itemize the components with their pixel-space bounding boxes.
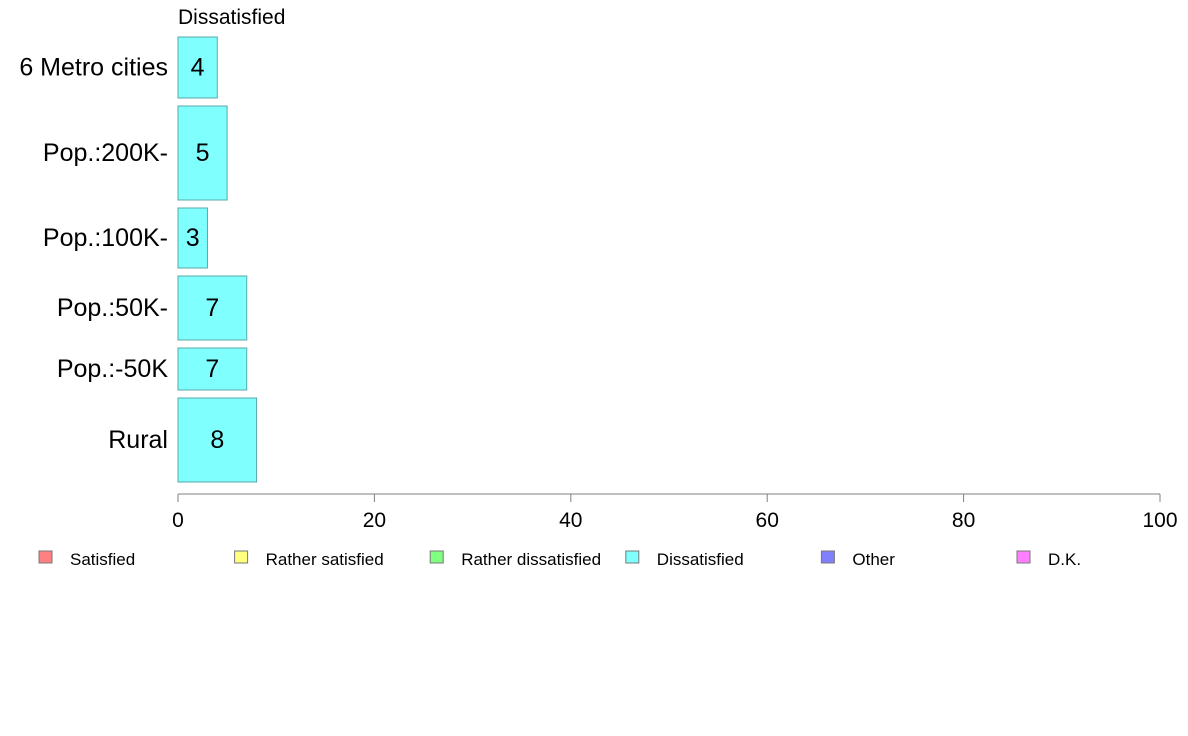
legend-label-0: Satisfied — [70, 550, 135, 569]
bar-1 — [177, 105, 228, 201]
x-tick-label-5: 100 — [1142, 509, 1177, 532]
bar-5 — [177, 397, 258, 483]
legend: Satisfied Rather satisfied Rather dissatis… — [38, 550, 1081, 569]
x-tick-label-3: 60 — [756, 509, 779, 532]
category-labels: 6 Metro cities Pop.:200K- Pop.:100K- Pop.:5… — [19, 54, 168, 455]
bar-4 — [177, 347, 248, 391]
bar-value-label-0: 4 — [191, 54, 205, 82]
legend-swatch-3 — [625, 550, 640, 564]
panel-title: Dissatisfied — [178, 6, 285, 29]
category-label-5: Rural — [108, 426, 168, 454]
legend-label-4: Other — [852, 550, 895, 569]
legend-label-5: D.K. — [1048, 550, 1081, 569]
x-axis: 0 20 40 60 80 100 — [172, 493, 1178, 532]
bar-value-label-1: 5 — [196, 139, 210, 167]
bar-0 — [177, 36, 218, 99]
legend-label-3: Dissatisfied — [657, 550, 744, 569]
category-label-4: Pop.:-50K — [57, 355, 169, 383]
legend-label-2: Rather dissatisfied — [461, 550, 601, 569]
bars-group — [177, 36, 258, 483]
category-label-0: 6 Metro cities — [19, 54, 168, 82]
legend-label-1: Rather satisfied — [266, 550, 384, 569]
legend-swatch-0 — [38, 550, 53, 564]
x-tick-label-0: 0 — [172, 509, 184, 532]
bar-value-label-3: 7 — [205, 294, 219, 322]
legend-swatch-2 — [429, 550, 444, 564]
bar-3 — [177, 275, 248, 341]
bar-value-label-5: 8 — [210, 426, 224, 454]
legend-swatch-4 — [820, 550, 835, 564]
x-tick-label-1: 20 — [363, 509, 386, 532]
value-labels: 4 5 3 7 7 8 — [186, 54, 224, 455]
category-label-3: Pop.:50K- — [57, 294, 168, 322]
bar-value-label-4: 7 — [205, 355, 219, 383]
category-label-1: Pop.:200K- — [43, 139, 168, 167]
x-tick-label-4: 80 — [952, 509, 975, 532]
bar-value-label-2: 3 — [186, 224, 200, 252]
category-label-2: Pop.:100K- — [43, 224, 168, 252]
legend-swatch-5 — [1016, 550, 1031, 564]
bar-2 — [177, 207, 208, 269]
legend-swatch-1 — [234, 550, 249, 564]
x-tick-label-2: 40 — [559, 509, 582, 532]
